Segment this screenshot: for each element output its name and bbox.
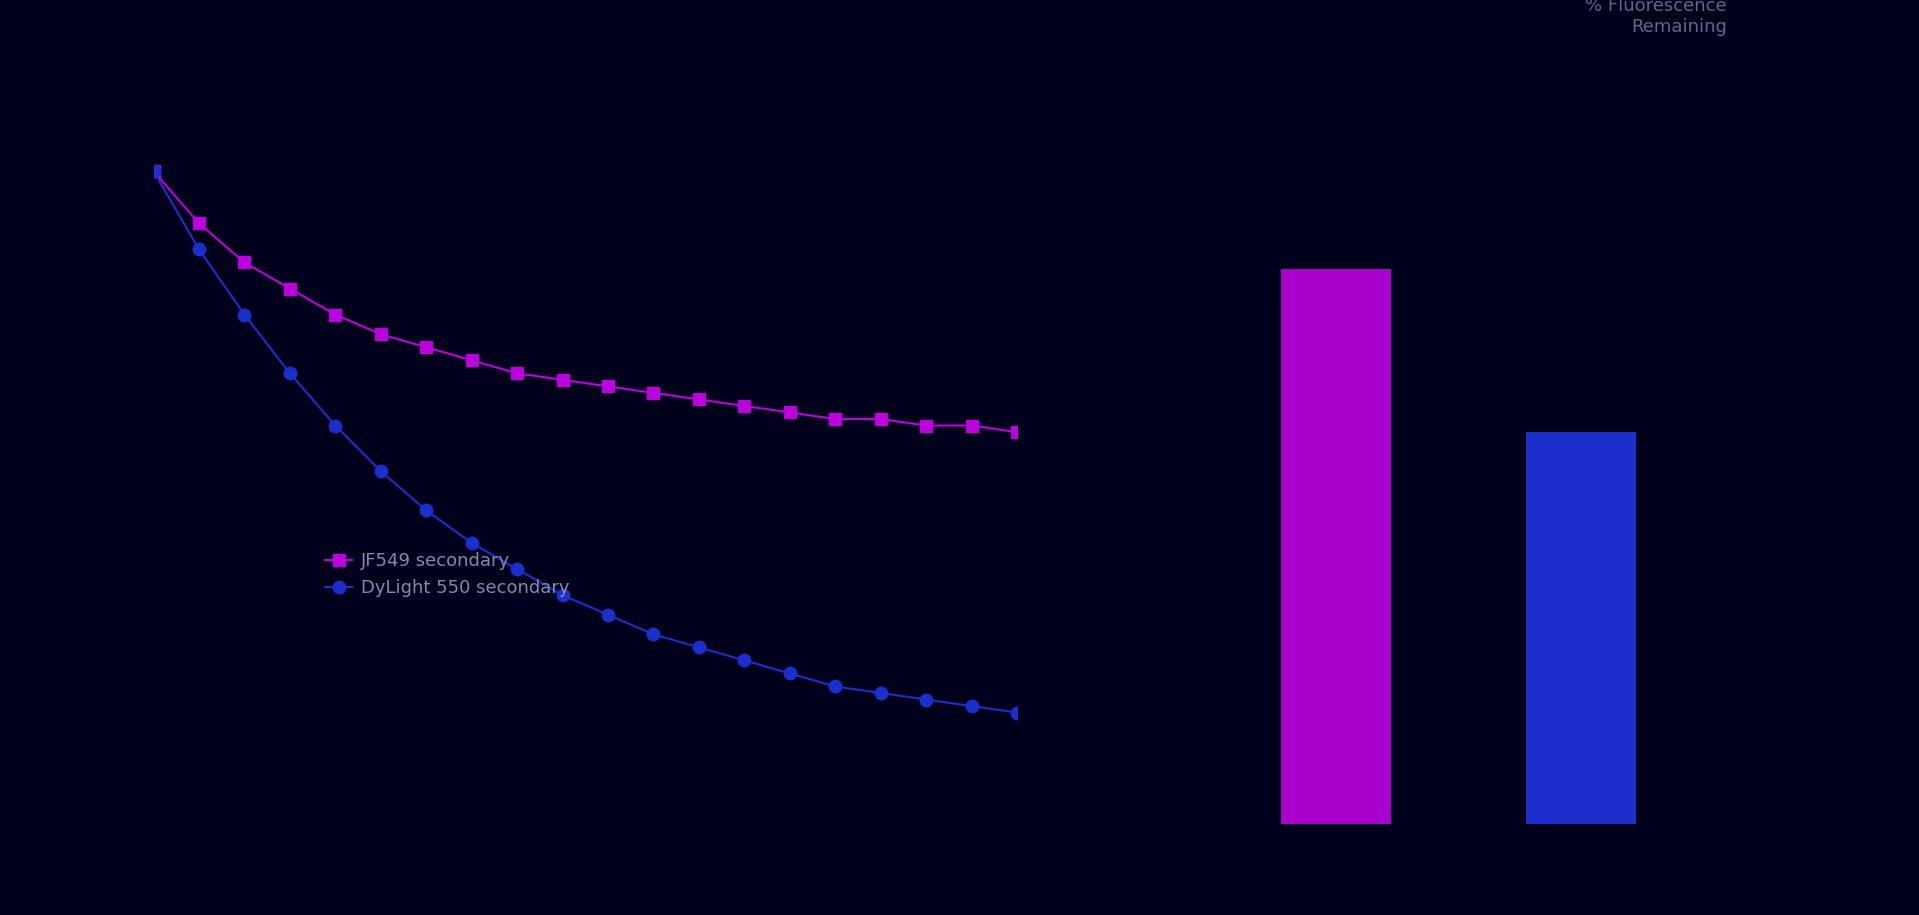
DyLight 550 secondary bbox=[687, 641, 710, 652]
DyLight 550 secondary bbox=[551, 589, 574, 600]
DyLight 550 secondary bbox=[597, 609, 620, 620]
JF549 secondary bbox=[415, 341, 438, 352]
DyLight 550 secondary bbox=[733, 655, 756, 666]
JF549 secondary bbox=[505, 368, 528, 379]
JF549 secondary bbox=[823, 414, 846, 425]
JF549 secondary bbox=[960, 420, 983, 431]
DyLight 550 secondary bbox=[779, 668, 802, 679]
JF549 secondary bbox=[643, 387, 666, 398]
DyLight 550 secondary bbox=[960, 701, 983, 712]
JF549 secondary bbox=[915, 420, 938, 431]
DyLight 550 secondary bbox=[869, 687, 892, 698]
Legend: JF549 secondary, DyLight 550 secondary: JF549 secondary, DyLight 550 secondary bbox=[319, 545, 578, 605]
Bar bbox=[1282, 269, 1391, 824]
JF549 secondary bbox=[461, 355, 484, 366]
DyLight 550 secondary bbox=[461, 537, 484, 548]
JF549 secondary bbox=[597, 381, 620, 392]
DyLight 550 secondary bbox=[415, 505, 438, 516]
JF549 secondary bbox=[368, 328, 391, 339]
DyLight 550 secondary bbox=[324, 420, 347, 431]
JF549 secondary bbox=[232, 257, 255, 268]
Line: JF549 secondary: JF549 secondary bbox=[148, 165, 1023, 438]
JF549 secondary bbox=[779, 407, 802, 418]
JF549 secondary bbox=[687, 394, 710, 405]
Text: % Fluorescence
Remaining: % Fluorescence Remaining bbox=[1585, 0, 1727, 36]
DyLight 550 secondary bbox=[278, 368, 301, 379]
DyLight 550 secondary bbox=[915, 694, 938, 705]
DyLight 550 secondary bbox=[188, 244, 211, 255]
JF549 secondary bbox=[733, 401, 756, 412]
DyLight 550 secondary bbox=[643, 629, 666, 640]
Bar bbox=[1526, 432, 1635, 824]
JF549 secondary bbox=[188, 218, 211, 229]
DyLight 550 secondary bbox=[368, 466, 391, 477]
JF549 secondary bbox=[324, 309, 347, 320]
JF549 secondary bbox=[142, 166, 165, 177]
DyLight 550 secondary bbox=[823, 681, 846, 692]
JF549 secondary bbox=[869, 414, 892, 425]
JF549 secondary bbox=[551, 374, 574, 385]
JF549 secondary bbox=[278, 283, 301, 294]
DyLight 550 secondary bbox=[505, 564, 528, 575]
DyLight 550 secondary bbox=[1006, 707, 1029, 718]
JF549 secondary bbox=[1006, 426, 1029, 437]
Line: DyLight 550 secondary: DyLight 550 secondary bbox=[148, 165, 1023, 719]
DyLight 550 secondary bbox=[142, 166, 165, 177]
DyLight 550 secondary bbox=[232, 309, 255, 320]
